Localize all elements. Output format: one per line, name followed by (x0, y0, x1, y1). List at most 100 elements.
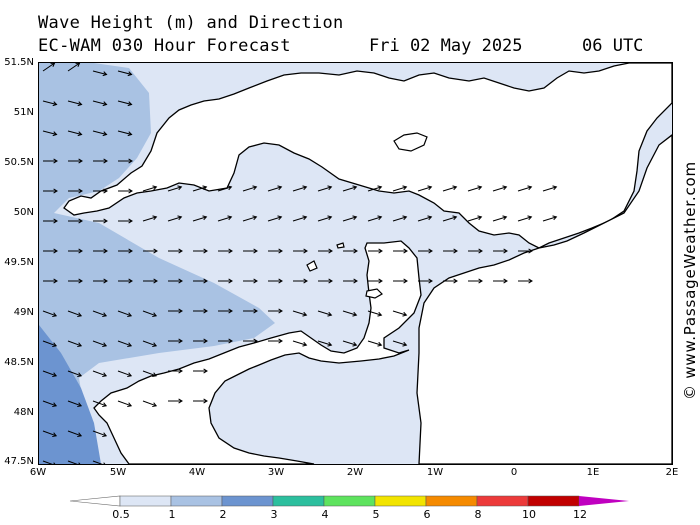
wave-arrow (492, 216, 507, 222)
land-jersey (365, 288, 383, 299)
wave-arrow-head (302, 215, 308, 221)
wave-arrow (67, 400, 82, 407)
wave-arrow (142, 216, 157, 222)
wave-arrow-head (402, 311, 408, 317)
wave-arrow-head (127, 402, 133, 408)
wave-arrow (67, 370, 82, 377)
wave-arrow-head (52, 402, 58, 408)
wave-arrow (442, 186, 457, 192)
colorbar-label-0.5: 0.5 (112, 508, 130, 521)
wave-arrow-head (527, 185, 533, 191)
wave-arrow (242, 216, 257, 222)
wave-arrow-head (203, 308, 208, 314)
wave-arrow-head (427, 215, 433, 221)
colorbar-label-5: 5 (372, 508, 380, 521)
wave-arrow (67, 430, 82, 437)
land-isle-of-wight (393, 132, 428, 152)
wave-arrow (117, 310, 132, 317)
wave-arrow-head (178, 338, 183, 344)
wave-arrow-head (152, 215, 158, 221)
wave-arrow (267, 216, 282, 222)
wave-arrow (167, 216, 182, 222)
lon-label-2e: 2E (665, 467, 679, 478)
wave-arrow (217, 186, 232, 192)
wave-arrow-head (278, 308, 283, 314)
wave-arrow-head (53, 218, 58, 224)
wave-arrow-head (428, 278, 433, 284)
wave-arrow-head (228, 338, 233, 344)
wave-arrow (292, 340, 307, 346)
wave-arrow-head (78, 248, 83, 254)
lat-label-48n: 48N (13, 407, 34, 418)
wave-arrow (92, 340, 107, 347)
wave-arrow-head (278, 278, 283, 284)
wave-arrow (67, 63, 80, 72)
wave-arrow-head (52, 372, 58, 378)
wave-arrow-head (203, 278, 208, 284)
wave-arrow-head (103, 218, 108, 224)
wave-arrow-head (377, 215, 383, 221)
wave-arrow-head (502, 215, 508, 221)
wave-arrow-head (502, 185, 508, 191)
wave-arrow (67, 460, 78, 464)
wave-arrow-head (353, 278, 358, 284)
wave-arrow-head (103, 248, 108, 254)
wave-arrow (467, 186, 482, 192)
colorbar-segment-10 (579, 496, 629, 506)
wave-arrow (92, 430, 107, 437)
wave-direction-arrows (42, 63, 558, 464)
wave-arrow (242, 186, 257, 192)
land-england (63, 63, 672, 249)
wave-arrow (67, 340, 82, 347)
wave-arrow-head (127, 312, 133, 318)
wave-arrow (117, 340, 132, 347)
wave-arrow (367, 340, 382, 346)
wave-arrow-head (352, 311, 358, 317)
wave-arrow-head (302, 311, 308, 317)
lat-label-49.5n: 49.5N (4, 257, 34, 268)
colorbar-segment-4 (272, 495, 325, 507)
wave-arrow-head (228, 308, 233, 314)
wave-arrow-head (228, 278, 233, 284)
wave-arrow-head (253, 278, 258, 284)
colorbar-segment-1 (119, 495, 172, 507)
wave-arrow (292, 186, 307, 192)
wave-arrow-head (302, 185, 308, 191)
lon-label-4w: 4W (188, 467, 206, 478)
wave-arrow-head (128, 158, 133, 164)
wave-arrow-head (152, 312, 158, 318)
wave-arrow-head (78, 188, 83, 194)
wave-arrow (67, 100, 82, 105)
wave-arrow-head (128, 218, 133, 224)
wave-arrow-head (50, 63, 56, 67)
wave-arrow (467, 216, 482, 222)
colorbar-label-6: 6 (423, 508, 431, 521)
wave-arrow (342, 310, 357, 316)
wave-arrow-head (478, 248, 483, 254)
wave-arrow (192, 186, 207, 192)
colorbar-segment-9 (527, 495, 580, 507)
wave-map (39, 63, 672, 464)
title-date: Fri 02 May 2025 (369, 36, 523, 56)
colorbar-label-10: 10 (522, 508, 536, 521)
wave-arrow (142, 340, 157, 347)
colorbar-segment-7 (425, 495, 478, 507)
wave-arrow-head (53, 248, 58, 254)
colorbar-segment-6 (374, 495, 427, 507)
wave-arrow (92, 400, 107, 407)
wave-arrow-head (127, 101, 133, 107)
wave-arrow (92, 310, 107, 317)
lon-label-1w: 1W (426, 467, 444, 478)
wave-arrow-head (253, 338, 258, 344)
wave-arrow-head (128, 278, 133, 284)
wave-arrow-head (303, 278, 308, 284)
wave-arrow-head (102, 131, 108, 137)
wave-arrow-head (78, 218, 83, 224)
wave-arrow (117, 370, 132, 377)
colorbar-label-4: 4 (321, 508, 329, 521)
wave-arrow (417, 216, 432, 222)
wave-arrow-head (227, 215, 233, 221)
wave-arrow-head (377, 311, 383, 317)
wave-arrow-head (552, 185, 558, 191)
wave-arrow-head (327, 215, 333, 221)
